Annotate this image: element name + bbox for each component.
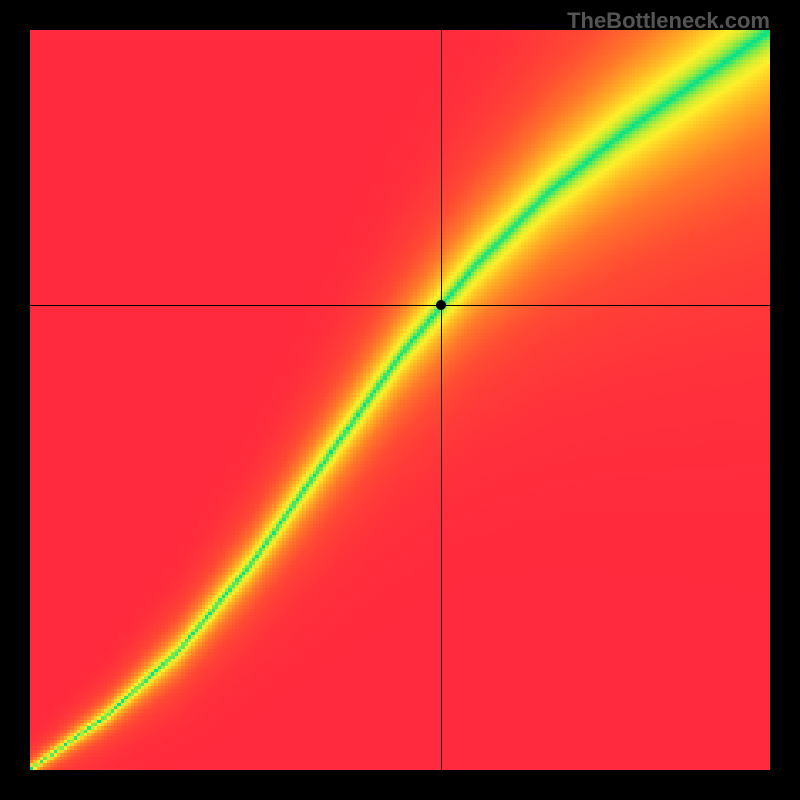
bottleneck-heatmap bbox=[30, 30, 770, 770]
watermark-text: TheBottleneck.com bbox=[567, 8, 770, 34]
crosshair-horizontal bbox=[30, 305, 770, 306]
crosshair-marker bbox=[436, 300, 446, 310]
heatmap-canvas bbox=[30, 30, 770, 770]
crosshair-vertical bbox=[441, 30, 442, 770]
